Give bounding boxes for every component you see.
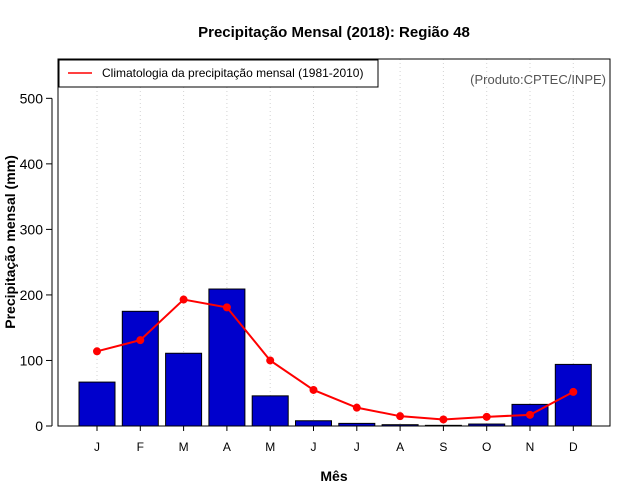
x-tick-label: J xyxy=(311,440,317,454)
x-tick-label: A xyxy=(223,440,231,454)
x-tick-label: M xyxy=(265,440,275,454)
y-axis: 0 100 200 300 400 500 xyxy=(20,90,53,434)
climatology-point xyxy=(179,295,188,304)
legend: Climatologia da precipitação mensal (198… xyxy=(58,59,379,88)
bar xyxy=(165,352,203,427)
climatology-point xyxy=(569,387,578,396)
legend-box xyxy=(58,59,379,88)
y-axis-label: Precipitação mensal (mm) xyxy=(2,155,18,329)
bar xyxy=(121,310,159,427)
y-tick-label: 200 xyxy=(20,287,44,303)
x-tick-label: A xyxy=(396,440,404,454)
climatology-point xyxy=(93,347,101,356)
bar xyxy=(78,381,116,427)
chart-title: Precipitação Mensal (2018): Região 48 xyxy=(198,24,470,41)
x-tick-label: O xyxy=(482,440,491,454)
y-tick-label: 500 xyxy=(20,90,44,106)
climatology-point xyxy=(266,356,275,365)
climatology-point xyxy=(482,412,491,421)
climatology-point xyxy=(136,336,145,345)
y-tick-label: 400 xyxy=(20,156,44,172)
climatology-point xyxy=(526,410,534,419)
y-tick-label: 100 xyxy=(20,352,44,368)
x-tick-label: F xyxy=(137,440,144,454)
climatology-line-series xyxy=(93,295,578,424)
x-tick-label: D xyxy=(569,440,578,454)
x-axis-label: Mês xyxy=(320,468,347,484)
bar xyxy=(208,288,246,427)
climatology-point xyxy=(222,303,231,312)
climatology-point xyxy=(439,415,448,424)
climatology-point xyxy=(309,385,318,394)
y-tick-label: 300 xyxy=(20,221,44,237)
x-tick-label: J xyxy=(354,440,360,454)
legend-entry-label: Climatologia da precipitação mensal (198… xyxy=(102,66,363,80)
source-annotation: (Produto:CPTEC/INPE) xyxy=(470,72,606,87)
y-tick-label: 0 xyxy=(35,418,43,434)
climatology-point xyxy=(352,403,361,412)
plot-frame xyxy=(57,58,611,427)
x-tick-label: J xyxy=(94,440,100,454)
bar xyxy=(251,395,289,427)
climatology-point xyxy=(396,412,405,421)
bar-series xyxy=(78,288,592,427)
x-tick-label: M xyxy=(179,440,189,454)
x-tick-label: S xyxy=(439,440,447,454)
bar xyxy=(295,420,332,427)
x-tick-label: N xyxy=(526,440,535,454)
climatology-line xyxy=(96,298,574,421)
